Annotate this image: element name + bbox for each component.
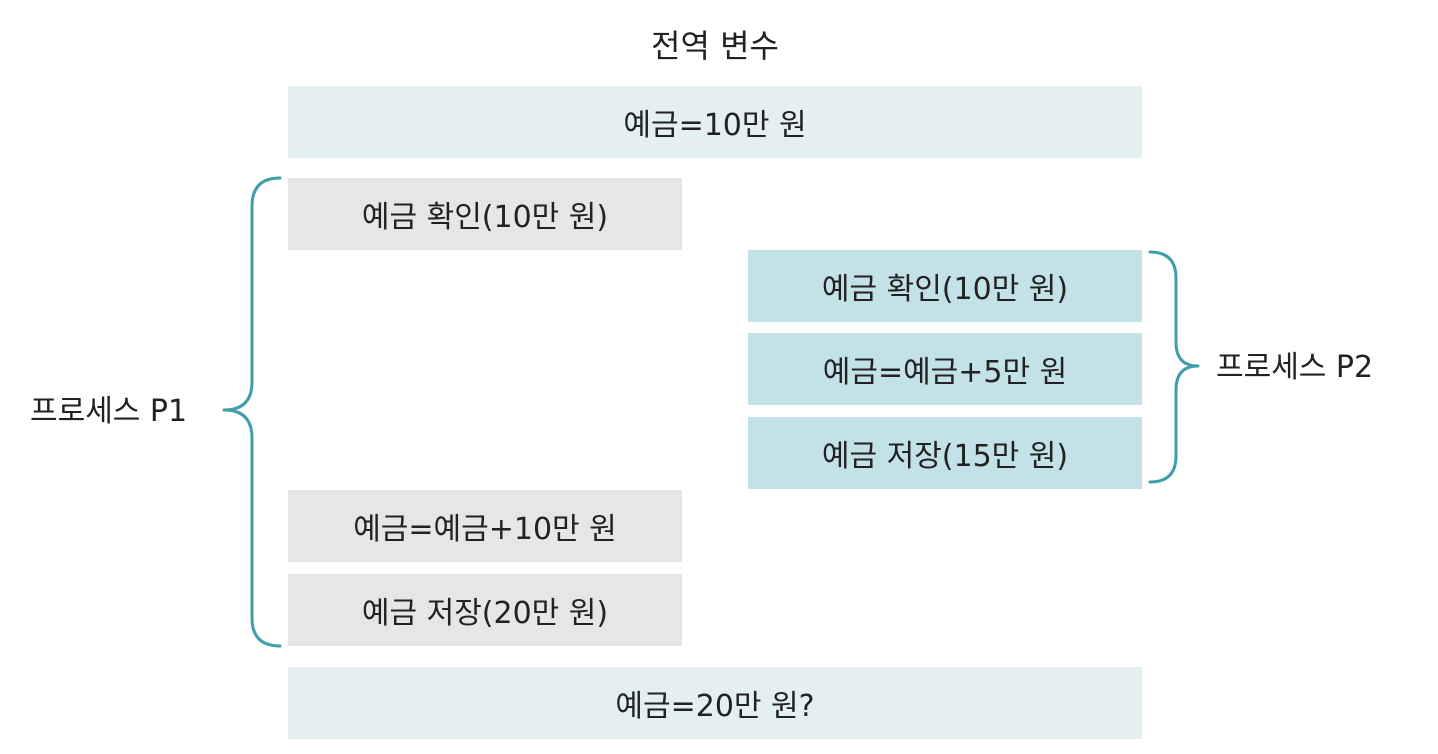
p1-step-save: 예금 저장(20만 원)	[288, 574, 682, 646]
p1-step-check: 예금 확인(10만 원)	[288, 178, 682, 250]
process-p2-label: 프로세스 P2	[1216, 350, 1374, 385]
p2-step-save: 예금 저장(15만 원)	[748, 417, 1142, 489]
p1-step-add: 예금=예금+10만 원	[288, 490, 682, 562]
diagram-title: 전역 변수	[651, 27, 779, 65]
p2-step-check: 예금 확인(10만 원)	[748, 250, 1142, 322]
global-variable-initial-box: 예금=10만 원	[288, 86, 1142, 158]
process-p1-label: 프로세스 P1	[30, 394, 188, 429]
p2-brace	[1148, 250, 1200, 484]
p2-step-add: 예금=예금+5만 원	[748, 333, 1142, 405]
global-variable-final-box: 예금=20만 원?	[288, 667, 1142, 739]
p1-brace	[222, 176, 282, 648]
